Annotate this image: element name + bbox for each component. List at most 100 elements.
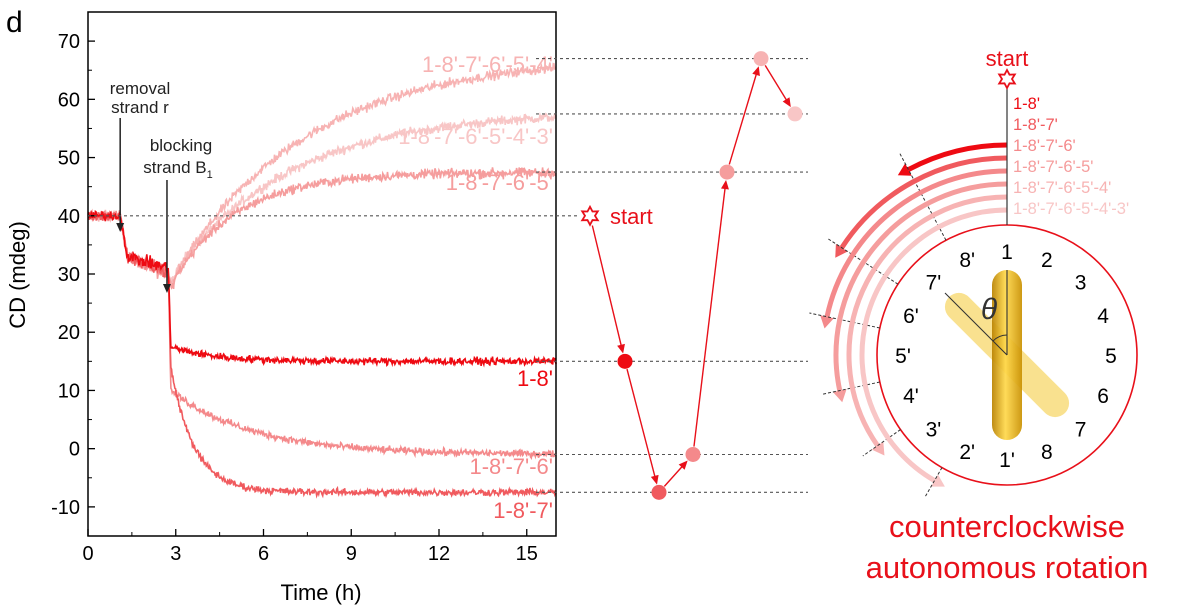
caption-line-2: autonomous rotation xyxy=(866,550,1149,585)
y-tick-label: -10 xyxy=(51,497,80,519)
dial-number-7: 7 xyxy=(1075,419,1087,442)
dial-number-8: 8 xyxy=(1041,441,1053,464)
series-label-4: 1-8'-7'-6'-5' xyxy=(446,170,553,195)
dial-legend-item-4: 1-8'-7'-6'-5' xyxy=(1013,158,1093,176)
sequence-arrow-1 xyxy=(591,225,623,348)
dial-legend-item-6: 1-8'-7'-6'-5'-4'-3' xyxy=(1013,200,1129,218)
dial-number-5: 5 xyxy=(1105,345,1117,368)
x-tick-label: 0 xyxy=(82,543,93,565)
sequence-point-5 xyxy=(753,51,769,67)
dial-number-prime-6: 6' xyxy=(903,305,919,328)
x-tick-label: 9 xyxy=(346,543,357,565)
series-label-1: 1-8' xyxy=(517,366,553,391)
sequence-arrowhead-2 xyxy=(650,474,659,485)
sequence-start-star-icon xyxy=(580,204,600,227)
rotation-arc-head-2 xyxy=(835,243,848,258)
sequence-point-3 xyxy=(685,446,701,462)
y-tick-label: 10 xyxy=(58,380,80,402)
y-axis-label: CD (mdeg) xyxy=(5,221,30,329)
rotation-arc-marker-5 xyxy=(862,429,901,457)
dial-start-star-icon xyxy=(997,68,1017,90)
cd-plot: removal strand r blocking strand B1 0 3 6 9… xyxy=(5,11,557,605)
theta-arc xyxy=(992,334,1008,342)
y-tick-label: 0 xyxy=(69,439,80,461)
rotation-arc-4 xyxy=(833,181,1008,392)
sequence-arrowhead-1 xyxy=(617,343,625,354)
sequence-plot: start xyxy=(580,51,803,500)
series-labels: 1-8' 1-8'-7' 1-8'-7'-6' 1-8'-7'-6'-5' 1-8'-7… xyxy=(398,52,553,523)
sequence-arrowhead-6 xyxy=(782,97,791,108)
dial-legend-item-5: 1-8'-7'-6'-5'-4' xyxy=(1013,179,1111,197)
rotation-arc-marker-3 xyxy=(809,312,880,329)
dial-legend-item-2: 1-8'-7' xyxy=(1013,116,1058,134)
rotation-arc-6 xyxy=(859,207,1008,483)
y-tick-label: 60 xyxy=(58,89,80,111)
y-tick-label: 30 xyxy=(58,264,80,286)
x-tick-label: 12 xyxy=(428,543,450,565)
rotation-dial: 1 234 5 678 1' 2' 3' 4' 5' 6' 7' 8' θ start 1-8' 1-8'-7… xyxy=(809,46,1138,497)
plot-series-layer xyxy=(87,62,557,499)
dial-number-prime-7: 7' xyxy=(926,271,942,294)
annotation-removal-line2: strand r xyxy=(111,98,169,117)
sequence-arrow-3 xyxy=(663,464,685,487)
y-tick-label: 70 xyxy=(58,31,80,53)
plot-axes: 0 3 6 9 12 15 -10 0 10 20 30 40 50 60 70 xyxy=(51,11,557,565)
dial-number-6: 6 xyxy=(1097,385,1109,408)
dial-start-label: start xyxy=(986,46,1029,71)
rotation-arc-1 xyxy=(907,142,1008,172)
rotation-arc-head-1 xyxy=(897,163,912,176)
annotation-removal-line1: removal xyxy=(110,79,170,98)
dial-number-prime-2: 2' xyxy=(959,441,975,464)
theta-symbol: θ xyxy=(981,293,998,326)
y-tick-label: 50 xyxy=(58,148,80,170)
rotation-arc-marker-6 xyxy=(925,467,943,497)
annotation-blocking-line1: blocking xyxy=(150,136,212,155)
dial-legend-item-3: 1-8'-7'-6' xyxy=(1013,137,1076,155)
dial-number-prime-1: 1' xyxy=(999,449,1015,472)
rotation-arc-head-5 xyxy=(871,441,885,456)
dial-number-4: 4 xyxy=(1097,305,1109,328)
series-label-3: 1-8'-7'-6' xyxy=(469,454,553,479)
series-label-2: 1-8'-7' xyxy=(493,498,553,523)
x-tick-label: 6 xyxy=(258,543,269,565)
rotation-arc-head-4 xyxy=(832,389,847,403)
dial-number-1: 1 xyxy=(1001,241,1013,264)
rotation-arc-head-6 xyxy=(931,474,945,487)
annotation-blocking-line2: strand B1 xyxy=(143,158,212,181)
theta-rotated-line xyxy=(944,292,1008,356)
panel-label: d xyxy=(6,6,23,39)
sequence-arrowhead-4 xyxy=(720,180,729,190)
series-label-5: 1-8'-7'-6'-5'-4' xyxy=(422,52,553,77)
x-tick-label: 15 xyxy=(516,543,538,565)
series-label-6: 1-8'-7'-6'-5'-4'-3' xyxy=(398,124,553,149)
dial-number-prime-8: 8' xyxy=(959,249,975,272)
rotation-arc-5 xyxy=(846,194,1008,448)
x-axis-label: Time (h) xyxy=(280,580,361,605)
dial-number-2: 2 xyxy=(1041,249,1053,272)
guide-lines xyxy=(88,58,808,493)
y-tick-label: 20 xyxy=(58,322,80,344)
rotation-arc-head-3 xyxy=(820,315,834,329)
sequence-point-2 xyxy=(651,484,667,500)
series-line-1 xyxy=(87,210,557,368)
sequence-point-4 xyxy=(719,164,735,180)
caption-line-1: counterclockwise xyxy=(889,509,1125,544)
annotation-removal-arrow-head xyxy=(116,223,125,232)
y-tick-label: 40 xyxy=(58,206,80,228)
dial-number-prime-3: 3' xyxy=(926,419,942,442)
sequence-point-6 xyxy=(787,106,803,122)
dial-legend-item-1: 1-8' xyxy=(1013,95,1040,113)
sequence-arrow-6 xyxy=(764,65,789,103)
sequence-arrow-2 xyxy=(626,368,657,479)
sequence-arrowhead-5 xyxy=(752,66,760,77)
sequence-arrow-4 xyxy=(693,185,727,447)
dial-number-prime-4: 4' xyxy=(903,385,919,408)
series-line-4 xyxy=(87,167,557,290)
series-line-2 xyxy=(87,210,557,499)
sequence-point-1 xyxy=(617,353,633,369)
dial-number-3: 3 xyxy=(1075,271,1087,294)
rotation-arc-2 xyxy=(839,155,1008,250)
series-line-3 xyxy=(87,209,557,460)
sequence-arrow-5 xyxy=(728,71,758,165)
